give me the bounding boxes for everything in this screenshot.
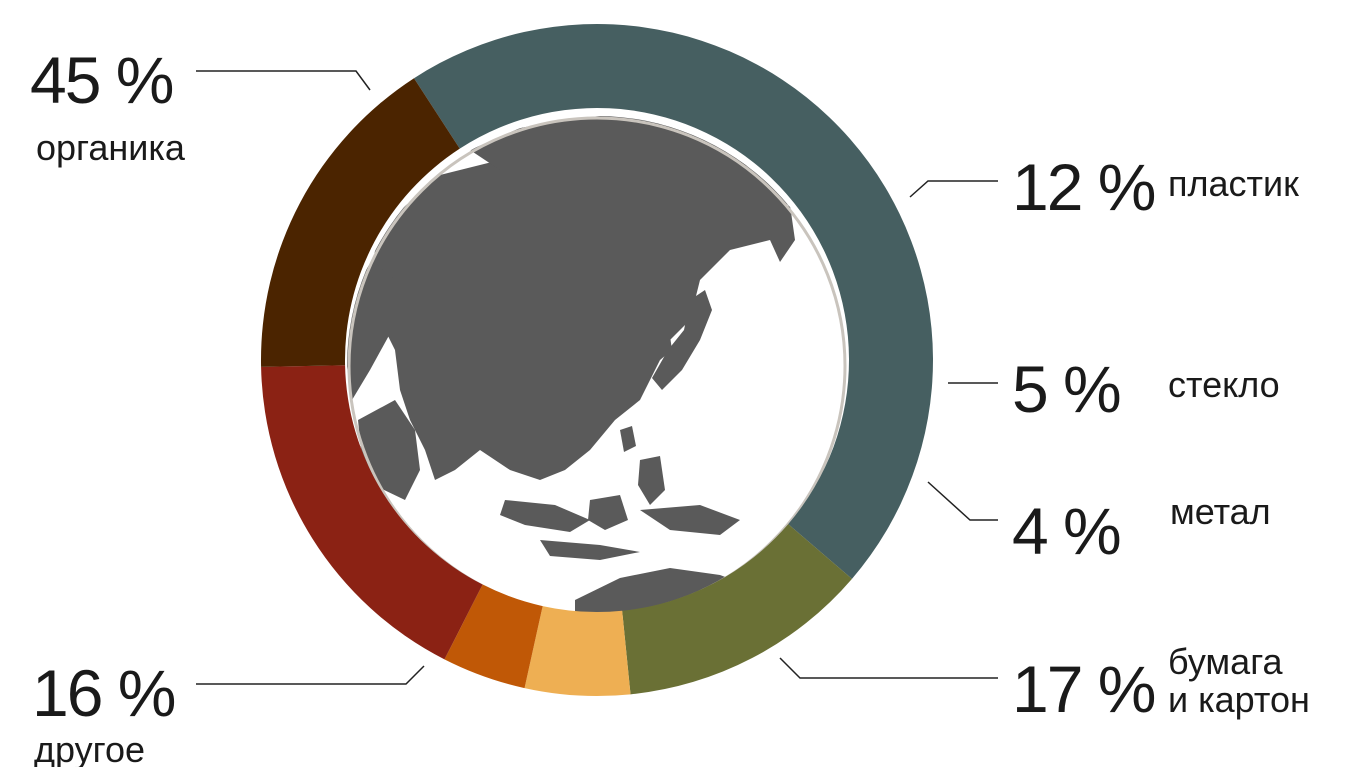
category-label-organic: органика [36, 127, 186, 168]
category-label-other: другое [34, 729, 145, 767]
leader-line-paper [779, 657, 998, 679]
category-label-paper-line2: и картон [1168, 679, 1310, 720]
leader-line-other [196, 665, 425, 685]
leader-line-plastic [909, 180, 998, 198]
category-label-plastic: пластик [1168, 163, 1299, 204]
category-label-glass: стекло [1168, 364, 1280, 405]
leader-line-metal [927, 481, 998, 521]
pct-label-paper: 17 % [1012, 652, 1155, 726]
category-label-metal: метал [1170, 491, 1271, 532]
pie-slice-paper [261, 365, 483, 660]
pct-label-metal: 4 % [1012, 494, 1120, 568]
pct-label-glass: 5 % [1012, 352, 1120, 426]
slice-labels: 45 % органика 12 % пластик 5 % стекло 4 … [30, 43, 1310, 767]
pie-slice-glass [524, 606, 631, 697]
category-label-paper-line1: бумага [1168, 641, 1284, 682]
pie-slice-plastic [622, 524, 852, 695]
leader-line-organic [196, 70, 371, 91]
pie-slice-metal [444, 584, 543, 689]
pct-label-plastic: 12 % [1012, 150, 1155, 224]
pie-slice-organic [414, 24, 934, 579]
pie-slice-other [261, 78, 460, 367]
pct-label-other: 16 % [32, 656, 175, 730]
pct-label-organic: 45 % [30, 43, 173, 117]
leader-lines [196, 70, 998, 685]
pie-slices [261, 24, 934, 697]
